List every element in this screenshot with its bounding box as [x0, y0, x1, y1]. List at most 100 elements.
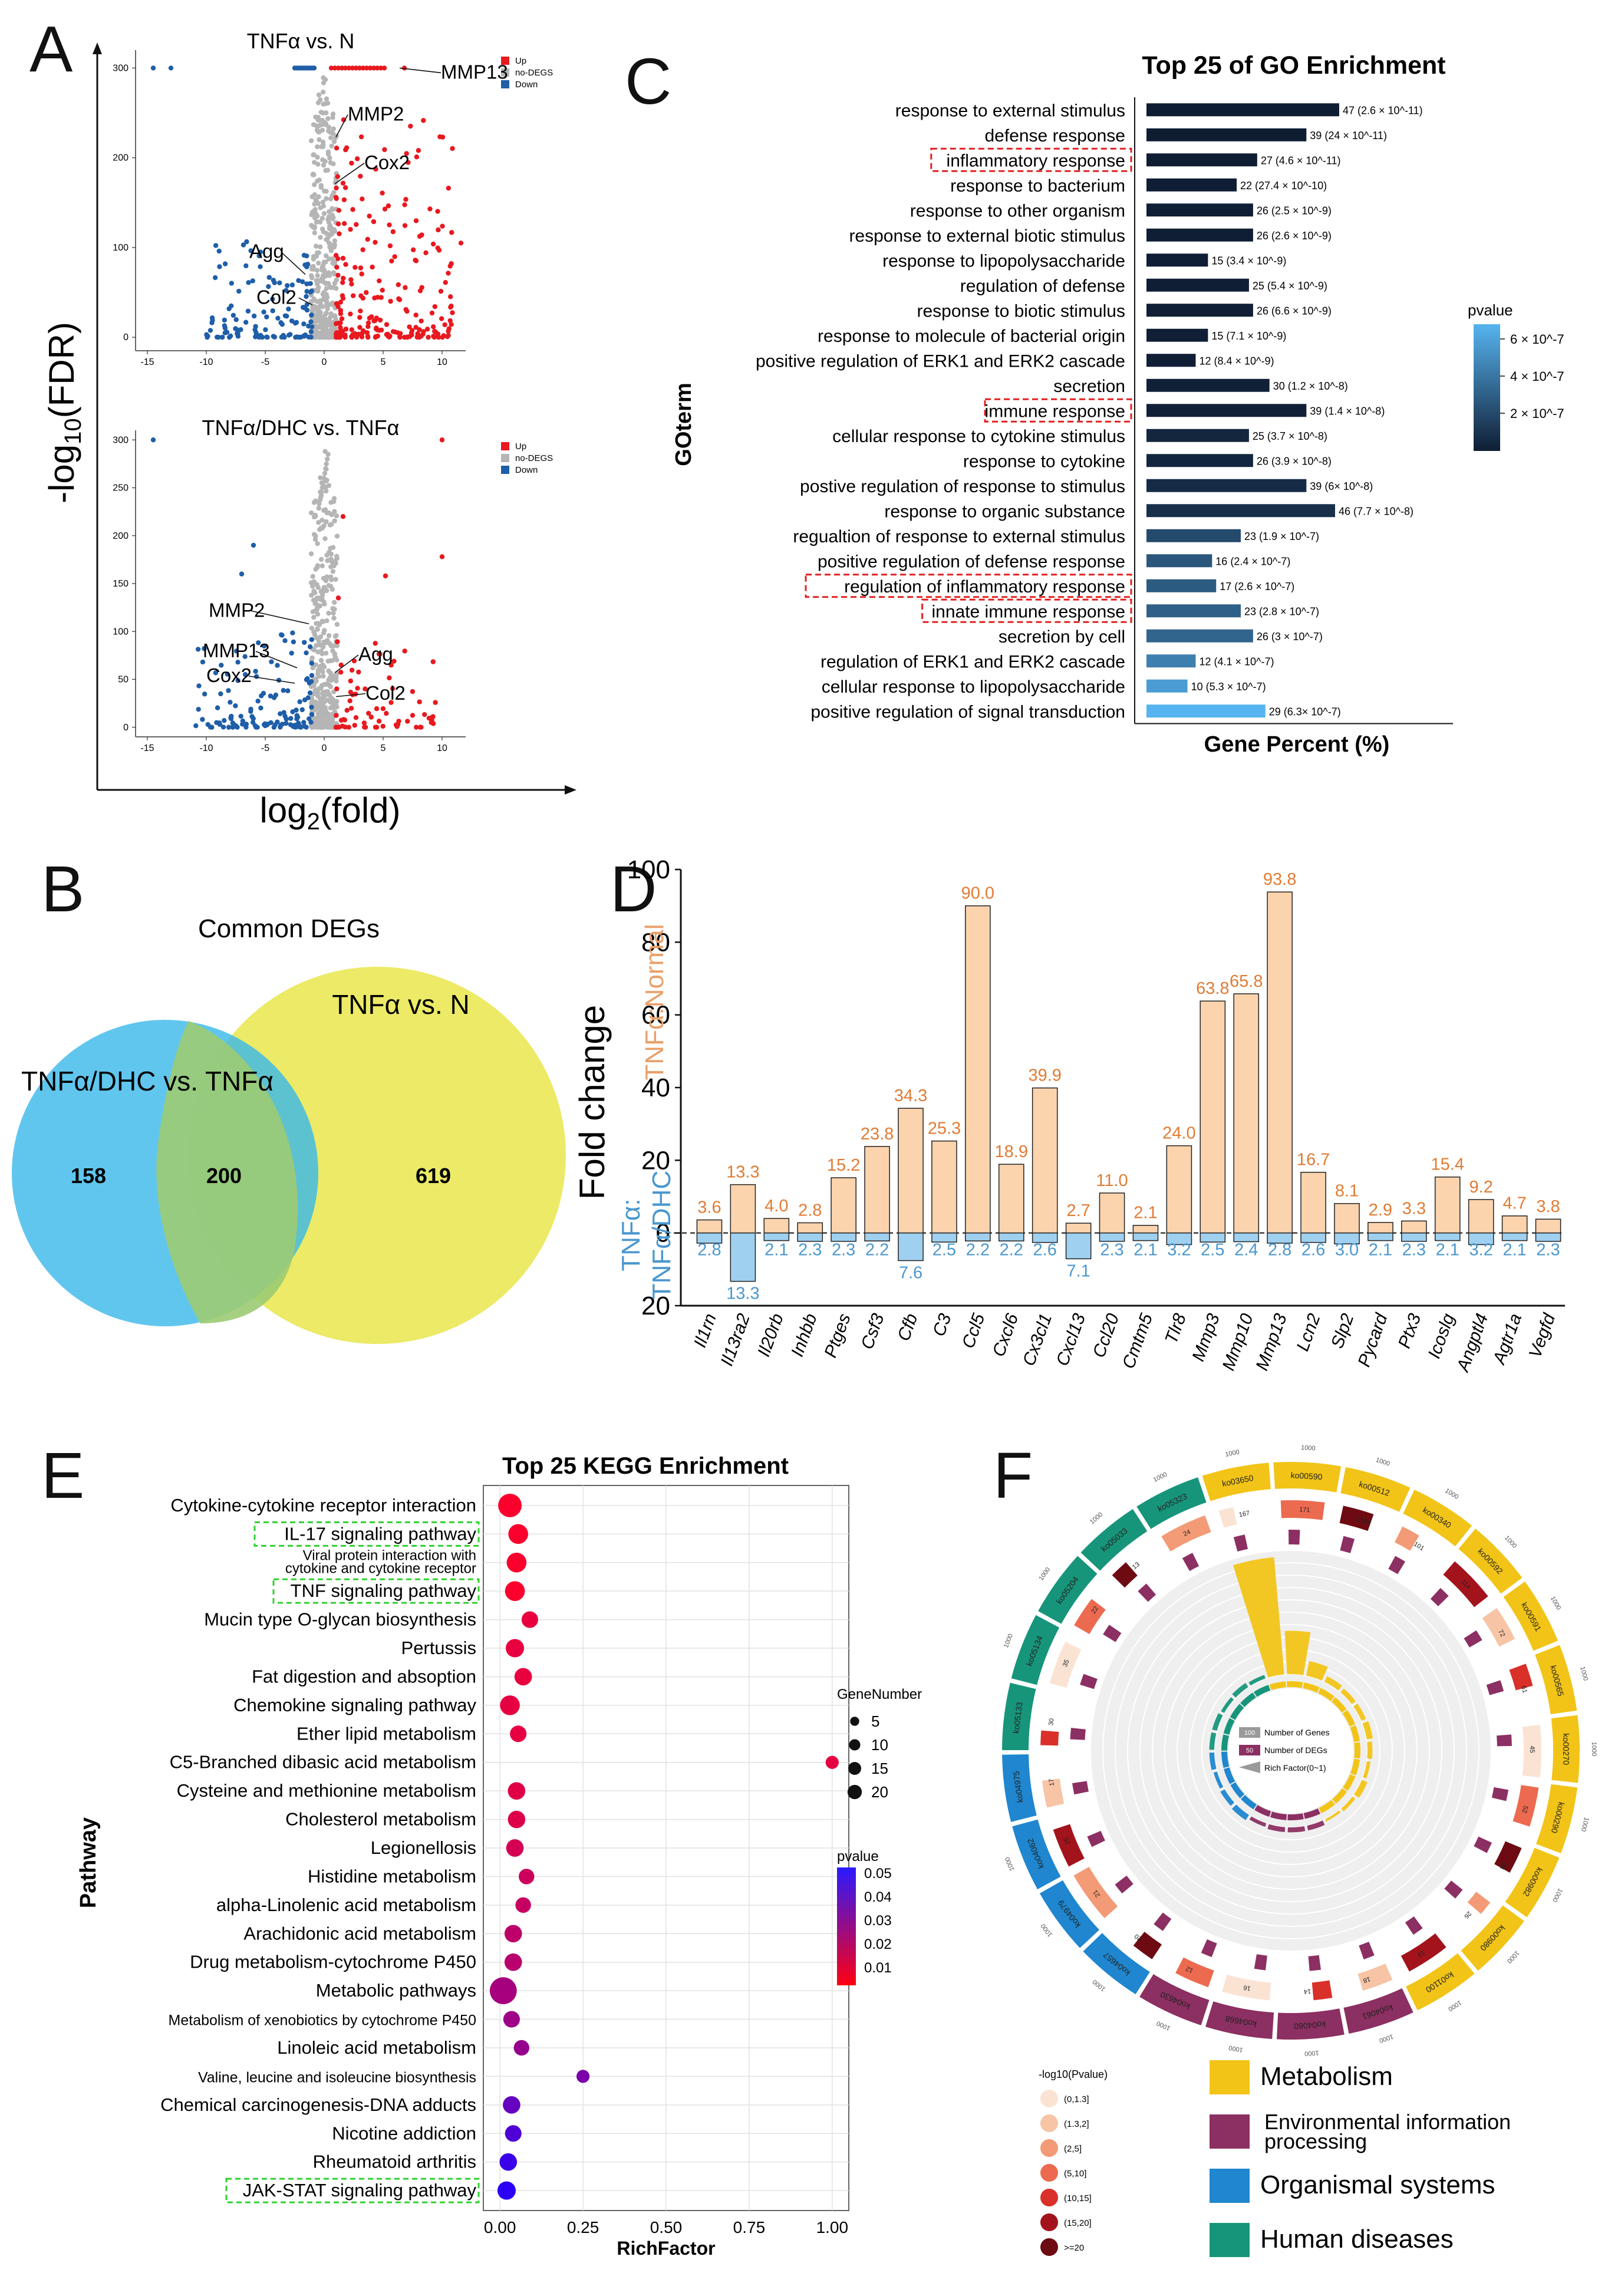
fold-category-label: Mmp10: [1219, 1311, 1257, 1373]
volcano-point: [358, 308, 363, 314]
circos-inner-ring: [1254, 1804, 1271, 1817]
volcano-point: [373, 334, 378, 340]
volcano-point: [322, 601, 327, 607]
volcano-point: [315, 626, 320, 632]
fold-ytick-label: 60: [641, 1001, 670, 1030]
volcano-point: [321, 101, 326, 107]
circos-deg-bar: [1340, 1536, 1355, 1553]
kegg-pathway-label: Cholesterol metabolism: [285, 1809, 476, 1830]
circos-outer-segment: [1002, 1682, 1036, 1751]
circos-inner-ring: [1350, 1758, 1360, 1775]
volcano-point: [351, 658, 357, 664]
circos-outer-segment: [1535, 1784, 1578, 1854]
volcano-point: [354, 156, 360, 162]
volcano-point: [313, 243, 319, 249]
volcano-point: [327, 549, 332, 555]
volcano-point: [311, 588, 317, 594]
volcano-point: [304, 294, 309, 299]
volcano-point: [321, 210, 327, 216]
volcano-point: [334, 265, 340, 270]
circos-gene-count: 20: [1133, 1932, 1144, 1942]
volcano-point: [348, 277, 354, 282]
kegg-pathway-label: Legionellosis: [371, 1837, 476, 1858]
fold-label-up: 39.9: [1028, 1066, 1061, 1085]
kegg-pathway-label: Chemical carcinogenesis-DNA adducts: [160, 2094, 476, 2115]
circos-rich-bar: [1306, 1661, 1328, 1681]
volcano-point: [238, 713, 243, 719]
fold-category-label: Ptx3: [1395, 1311, 1425, 1351]
volcano-point: [332, 65, 338, 71]
panel-letter-c: C: [625, 45, 672, 118]
circos-pvalue-swatch: [1040, 2213, 1058, 2231]
volcano-point: [349, 327, 354, 332]
volcano-point: [339, 65, 345, 71]
volcano-point: [320, 669, 325, 674]
circos-deg-bar: [1405, 1916, 1423, 1935]
circos-bg-ring: [1102, 1562, 1480, 1939]
circos-legend-rich: Rich Factor(0~1): [1264, 1763, 1326, 1773]
volcano-point: [316, 92, 322, 98]
go-term-label: response to external stimulus: [895, 101, 1125, 120]
go-term-label: response to cytokine: [963, 452, 1125, 471]
volcano-point: [323, 259, 328, 265]
circos-deg-bar: [1080, 1674, 1098, 1689]
go-bar-label: 22 (27.4 × 10^-10): [1240, 180, 1327, 192]
panel-letter-d: D: [610, 853, 657, 925]
circos-rich-bar: [1362, 1761, 1371, 1779]
volcano-point: [324, 311, 329, 316]
circos-deg-bar: [1464, 1630, 1482, 1648]
go-bar: [1146, 404, 1307, 417]
fold-bar-down: [1368, 1232, 1393, 1241]
go-bar-label: 39 (1.4 × 10^-8): [1310, 405, 1385, 417]
volcano-point: [327, 155, 332, 161]
volcano-point: [369, 314, 374, 319]
volcano-point: [209, 315, 215, 321]
kegg-xtick-label: 0.75: [733, 2218, 766, 2236]
go-bar-label: 47 (2.6 × 10^-11): [1343, 104, 1423, 116]
circos-pvalue-swatch: [1040, 2164, 1058, 2182]
circos-gene-count: 14: [1304, 1988, 1312, 1995]
volcano-point: [302, 640, 307, 645]
circos-outer-segment: [1503, 1581, 1558, 1651]
kegg-highlight-box: [225, 2178, 480, 2203]
volcano-legend-label: Down: [515, 80, 538, 90]
fold-label-up: 18.9: [995, 1142, 1028, 1161]
circos-gene-count: 21: [1092, 1889, 1102, 1899]
circos-rich-bar: [1213, 1771, 1224, 1789]
volcano-point: [266, 275, 272, 280]
circos-gene-bar: [1339, 1506, 1374, 1531]
volcano-point: [335, 221, 341, 227]
circos-tick-label: 1000: [1155, 2020, 1171, 2032]
go-bar: [1146, 328, 1208, 342]
circos-gene-bar: [1395, 1526, 1419, 1551]
fold-category-label: Csf3: [858, 1311, 888, 1352]
volcano-point: [395, 330, 400, 335]
volcano-point: [318, 658, 324, 663]
go-bar-label: 25 (5.4 × 10^-9): [1253, 280, 1327, 292]
circos-outer-segment: [1461, 1905, 1524, 1971]
circos-outer-segment: [1458, 1529, 1523, 1594]
volcano-point: [334, 301, 340, 307]
volcano-point: [390, 329, 396, 334]
circos-outer-segment: [1403, 1490, 1472, 1547]
volcano-point: [427, 206, 433, 212]
volcano-point: [373, 326, 379, 332]
go-bar-label: 12 (4.1 × 10^-7): [1199, 655, 1274, 667]
volcano-point: [343, 147, 348, 153]
volcano-point: [222, 317, 228, 323]
fold-label-up: 25.3: [928, 1119, 961, 1138]
venn-set-right-label: TNFα vs. N: [332, 989, 470, 1020]
volcano-point: [367, 65, 373, 71]
volcano-point: [336, 320, 342, 326]
volcano-point: [290, 630, 295, 635]
volcano-point: [269, 659, 274, 664]
volcano-point: [302, 723, 307, 729]
fold-bar-down: [831, 1232, 856, 1242]
volcano-point: [317, 304, 322, 310]
circos-gene-count: 17: [1048, 1778, 1056, 1787]
volcano-legend-swatch: [501, 466, 509, 474]
circos-pvalue-swatch: [1040, 2090, 1058, 2107]
volcano-point: [450, 146, 455, 151]
circos-category-label: processing: [1264, 2129, 1367, 2153]
circos-category-label: Metabolism: [1260, 2062, 1393, 2091]
